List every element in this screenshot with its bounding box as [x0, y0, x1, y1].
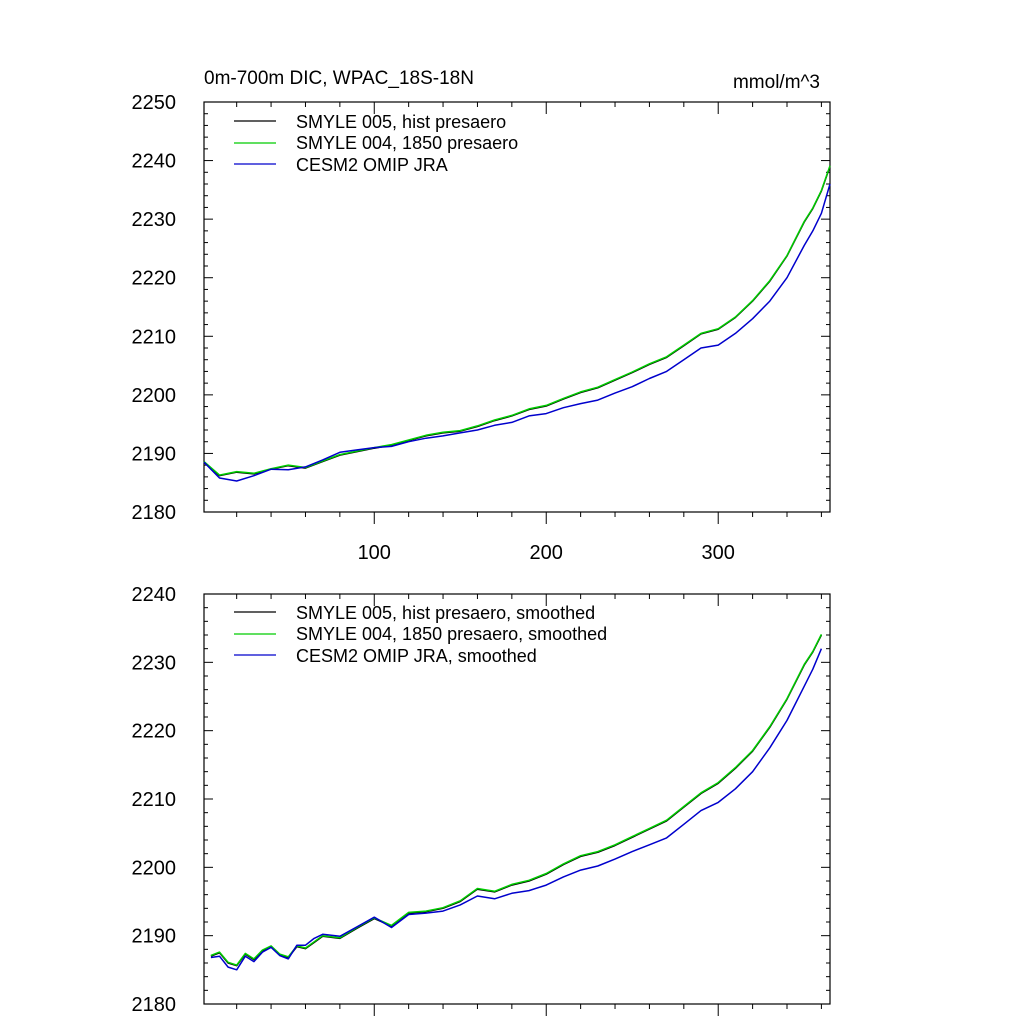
y-tick-label: 2210 [132, 326, 177, 348]
series-line-1 [210, 633, 823, 966]
y-tick-label: 2200 [132, 857, 177, 879]
series-line-1 [203, 165, 831, 476]
legend-label: CESM2 OMIP JRA, smoothed [296, 646, 537, 666]
y-tick-label: 2210 [132, 789, 177, 811]
series-lines [210, 633, 823, 971]
series-line-2 [203, 183, 831, 482]
top-panel: 0m-700m DIC, WPAC_18S-18N mmol/m^3 21802… [132, 68, 831, 564]
legend-label: SMYLE 005, hist presaero [296, 112, 506, 132]
y-tick-label: 2220 [132, 721, 177, 743]
series-line-2 [210, 648, 823, 971]
y-tick-label: 2250 [132, 92, 177, 114]
legend: SMYLE 005, hist presaero SMYLE 004, 1850… [234, 112, 518, 175]
axis-ticks: 2180 2190 2200 2210 2220 2230 2240 [132, 584, 830, 1016]
bottom-panel: 2180 2190 2200 2210 2220 2230 2240 SMYLE 005, … [132, 584, 831, 1016]
y-tick-label: 2230 [132, 209, 177, 231]
legend-label: SMYLE 005, hist presaero, smoothed [296, 603, 595, 623]
legend-label: SMYLE 004, 1850 presaero, smoothed [296, 624, 607, 644]
x-tick-label: 200 [530, 542, 563, 564]
series-line-0 [203, 166, 831, 477]
x-tick-label: 300 [702, 542, 735, 564]
series-line-0 [210, 634, 823, 967]
y-tick-label: 2220 [132, 268, 177, 290]
legend-label: SMYLE 004, 1850 presaero [296, 133, 518, 153]
y-tick-label: 2200 [132, 385, 177, 407]
legend-label: CESM2 OMIP JRA [296, 155, 448, 175]
y-tick-label: 2230 [132, 652, 177, 674]
y-tick-label: 2190 [132, 443, 177, 465]
units-label: mmol/m^3 [733, 72, 820, 93]
y-tick-label: 2180 [132, 502, 177, 524]
plot-frame [203, 101, 831, 513]
y-tick-label: 2240 [132, 151, 177, 173]
series-lines [203, 165, 831, 482]
y-tick-label: 2180 [132, 994, 177, 1016]
legend: SMYLE 005, hist presaero, smoothed SMYLE… [234, 603, 607, 666]
axis-ticks: 2180 2190 2200 2210 2220 2230 2240 2250 100 200 30… [132, 92, 830, 564]
x-tick-label: 100 [358, 542, 391, 564]
y-tick-label: 2240 [132, 584, 177, 606]
y-tick-label: 2190 [132, 926, 177, 948]
chart-title: 0m-700m DIC, WPAC_18S-18N [204, 68, 474, 89]
